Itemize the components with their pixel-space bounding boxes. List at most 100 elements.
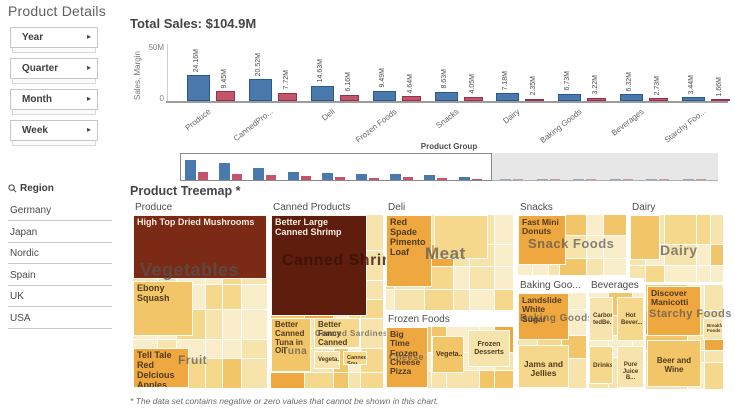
nav-bar-margin[interactable] bbox=[695, 178, 706, 180]
bar-sales-7[interactable] bbox=[620, 94, 644, 101]
treemap-cell[interactable] bbox=[586, 236, 603, 259]
treemap-block[interactable]: Hot Bever... bbox=[617, 297, 644, 341]
treemap-cell[interactable] bbox=[494, 244, 513, 267]
nav-bar-sales[interactable] bbox=[253, 167, 265, 180]
nav-bar-sales[interactable] bbox=[609, 178, 621, 180]
treemap-cell[interactable] bbox=[630, 265, 646, 282]
treemap-cell[interactable] bbox=[664, 265, 696, 282]
bar-margin-5[interactable] bbox=[525, 98, 545, 101]
treemap-cell[interactable] bbox=[560, 259, 586, 275]
treemap-block[interactable]: Canned Sou... bbox=[343, 351, 367, 365]
treemap-cell[interactable] bbox=[223, 358, 241, 388]
treemap-cell[interactable] bbox=[206, 358, 223, 388]
treemap-cell[interactable] bbox=[223, 284, 241, 309]
nav-bar-margin[interactable] bbox=[437, 177, 448, 180]
treemap-cell[interactable] bbox=[424, 290, 454, 310]
region-item-spain[interactable]: Spain bbox=[8, 264, 112, 286]
nav-bar-margin[interactable] bbox=[622, 178, 633, 180]
treemap-block[interactable]: Frozen Desserts bbox=[468, 330, 510, 367]
nav-bar-sales[interactable] bbox=[185, 160, 196, 180]
region-item-usa[interactable]: USA bbox=[8, 307, 112, 329]
treemap-cell[interactable] bbox=[223, 340, 241, 358]
bar-sales-2[interactable] bbox=[310, 85, 334, 101]
filter-button-month[interactable]: Month ▸ bbox=[10, 89, 98, 115]
treemap-block[interactable]: Drinks bbox=[589, 346, 613, 384]
treemap-block[interactable] bbox=[434, 215, 488, 259]
treemap-cell[interactable] bbox=[360, 318, 383, 349]
treemap-cell[interactable] bbox=[271, 372, 305, 388]
treemap-cell[interactable] bbox=[241, 340, 267, 358]
nav-bar-margin[interactable] bbox=[471, 178, 482, 180]
treemap-cell[interactable] bbox=[494, 267, 513, 290]
filter-button-week[interactable]: Week ▸ bbox=[10, 120, 98, 146]
treemap-cell[interactable] bbox=[305, 372, 334, 388]
treemap-cell[interactable] bbox=[664, 215, 696, 244]
treemap-cell[interactable] bbox=[494, 290, 513, 310]
treemap-block[interactable]: Landslide White Sugar bbox=[518, 293, 569, 340]
treemap-block[interactable]: Discover Manicotti bbox=[647, 286, 701, 336]
nav-bar-margin[interactable] bbox=[334, 176, 345, 180]
bar-margin-1[interactable] bbox=[277, 92, 297, 101]
treemap-cell[interactable] bbox=[394, 290, 424, 310]
nav-bar-margin[interactable] bbox=[513, 178, 523, 180]
treemap-cell[interactable] bbox=[710, 265, 723, 282]
treemap-cell[interactable] bbox=[696, 215, 710, 244]
treemap-block[interactable]: Red Spade Pimento Loaf bbox=[386, 215, 432, 287]
treemap-block[interactable]: Beer and Wine bbox=[647, 340, 701, 387]
treemap-cell[interactable] bbox=[549, 259, 560, 275]
treemap-cell[interactable] bbox=[223, 310, 241, 340]
treemap-cell[interactable] bbox=[710, 244, 723, 265]
treemap-block[interactable]: Breakfast Foods bbox=[703, 318, 723, 340]
treemap-cell[interactable] bbox=[495, 370, 513, 388]
bar-margin-8[interactable] bbox=[711, 99, 731, 101]
nav-bar-sales[interactable] bbox=[390, 174, 402, 180]
navigator-unselected-area[interactable] bbox=[492, 153, 718, 181]
nav-bar-sales[interactable] bbox=[682, 178, 694, 180]
treemap-cell[interactable] bbox=[664, 244, 696, 265]
treemap-cell[interactable] bbox=[603, 259, 626, 275]
treemap-cell[interactable] bbox=[349, 372, 360, 388]
treemap-cell[interactable] bbox=[603, 215, 626, 236]
treemap-cell[interactable] bbox=[469, 267, 494, 290]
nav-bar-sales[interactable] bbox=[287, 172, 299, 180]
treemap-cell[interactable] bbox=[206, 284, 223, 309]
nav-bar-sales[interactable] bbox=[356, 174, 367, 180]
nav-bar-sales[interactable] bbox=[646, 178, 657, 180]
treemap-cell[interactable] bbox=[360, 372, 383, 388]
treemap-cell[interactable] bbox=[454, 290, 469, 310]
treemap-cell[interactable] bbox=[560, 236, 586, 259]
treemap-block[interactable]: Tell Tale Red Delcious Apples bbox=[133, 348, 189, 388]
nav-bar-margin[interactable] bbox=[266, 174, 277, 180]
nav-bar-margin[interactable] bbox=[549, 178, 560, 180]
chart-scroll-navigator[interactable] bbox=[180, 153, 718, 181]
bar-sales-1[interactable] bbox=[248, 79, 272, 101]
bar-margin-0[interactable] bbox=[216, 91, 235, 101]
nav-bar-margin[interactable] bbox=[586, 178, 596, 180]
treemap-cell[interactable] bbox=[241, 358, 267, 388]
bar-sales-3[interactable] bbox=[372, 90, 396, 101]
treemap-block[interactable]: Vegeta... bbox=[432, 336, 464, 373]
treemap-block[interactable]: Fast Mini Donuts bbox=[518, 215, 566, 265]
treemap-cell[interactable] bbox=[494, 215, 513, 244]
region-listbox-header[interactable]: Region bbox=[8, 183, 54, 196]
treemap-cell[interactable] bbox=[646, 265, 664, 282]
bar-margin-6[interactable] bbox=[587, 97, 607, 101]
treemap-block[interactable]: Ebony Squash bbox=[133, 281, 193, 336]
treemap-cell[interactable] bbox=[432, 370, 446, 388]
bar-sales-8[interactable] bbox=[682, 97, 706, 101]
bar-sales-0[interactable] bbox=[187, 75, 210, 101]
treemap-cell[interactable] bbox=[241, 284, 267, 309]
nav-bar-sales[interactable] bbox=[573, 178, 584, 180]
nav-bar-sales[interactable] bbox=[219, 163, 231, 180]
bar-sales-4[interactable] bbox=[434, 91, 458, 101]
nav-bar-margin[interactable] bbox=[300, 176, 311, 180]
treemap-block[interactable]: Vegeta... bbox=[314, 351, 340, 369]
treemap-block[interactable]: Carbona tedBe... bbox=[589, 297, 613, 341]
bar-margin-2[interactable] bbox=[339, 94, 359, 101]
nav-bar-sales[interactable] bbox=[321, 172, 333, 180]
treemap-cell[interactable] bbox=[206, 340, 223, 358]
treemap-cell[interactable] bbox=[696, 244, 710, 265]
region-item-uk[interactable]: UK bbox=[8, 286, 112, 307]
nav-bar-margin[interactable] bbox=[198, 172, 208, 180]
treemap-block[interactable]: Better Canned Tuna in Oil bbox=[271, 318, 311, 372]
